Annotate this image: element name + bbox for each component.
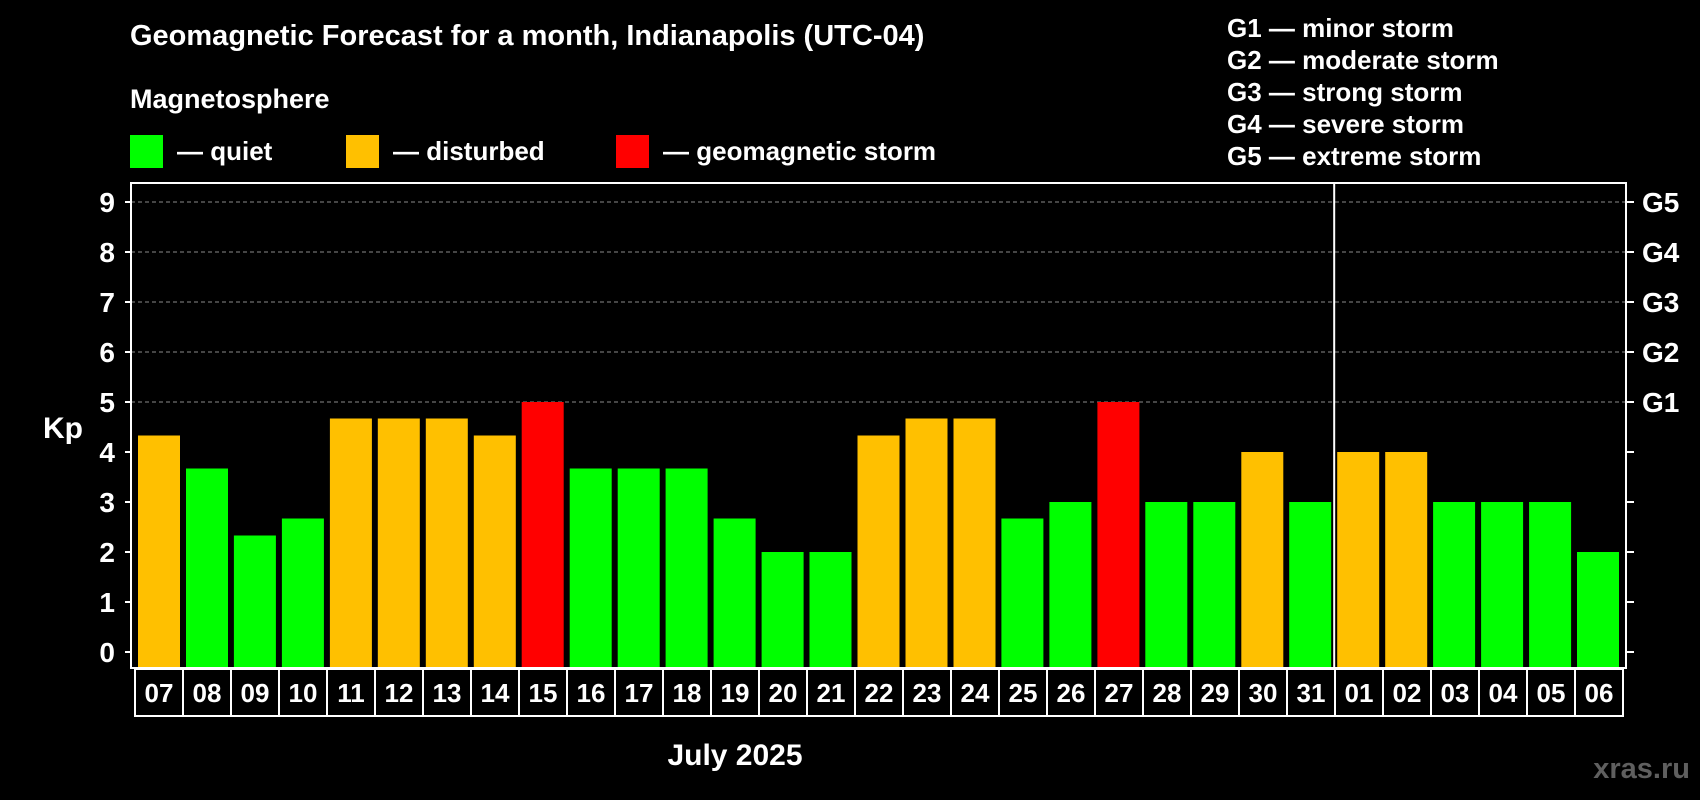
x-tick-label-14: 14	[481, 678, 510, 708]
bar-04	[1481, 502, 1524, 667]
bar-31	[1289, 502, 1332, 667]
x-tick-label-13: 13	[433, 678, 462, 708]
x-tick-label-02: 02	[1393, 678, 1422, 708]
x-tick-label-18: 18	[673, 678, 702, 708]
x-tick-label-10: 10	[289, 678, 318, 708]
y-tick-label-4: 4	[99, 437, 115, 468]
y-tick-label-9: 9	[99, 187, 115, 218]
legend-label-disturbed: — disturbed	[393, 135, 545, 166]
bar-18	[665, 468, 708, 667]
bar-20	[761, 552, 804, 667]
x-tick-label-15: 15	[529, 678, 558, 708]
x-tick-label-01: 01	[1345, 678, 1374, 708]
bar-02	[1385, 452, 1428, 667]
bar-19	[713, 518, 756, 667]
legend-item-storm: — geomagnetic storm	[616, 134, 936, 168]
x-tick-label-11: 11	[337, 678, 365, 708]
bar-16	[569, 468, 612, 667]
x-tick-label-06: 06	[1585, 678, 1614, 708]
x-tick-label-03: 03	[1441, 678, 1470, 708]
right-axis-label-g1: G1	[1642, 387, 1679, 418]
x-tick-label-31: 31	[1297, 678, 1326, 708]
y-tick-label-8: 8	[99, 237, 115, 268]
right-axis-label-g5: G5	[1642, 187, 1679, 218]
legend-label-storm: — geomagnetic storm	[663, 135, 937, 166]
legend-swatch-storm	[616, 134, 649, 168]
x-tick-label-27: 27	[1105, 678, 1134, 708]
bar-07	[138, 435, 180, 667]
bar-15	[521, 402, 564, 667]
date-axis-frame	[134, 668, 1624, 717]
x-tick-label-08: 08	[193, 678, 222, 708]
y-tick-label-1: 1	[99, 587, 115, 618]
bar-10	[281, 518, 324, 667]
g-scale-g2: G2 — moderate storm	[1227, 45, 1499, 75]
bar-30	[1241, 452, 1284, 667]
bar-05	[1529, 502, 1572, 667]
bar-26	[1049, 502, 1092, 667]
x-tick-label-21: 21	[817, 678, 846, 708]
x-tick-label-17: 17	[625, 678, 654, 708]
g-scale-g1: G1 — minor storm	[1227, 13, 1454, 43]
g-scale-g4: G4 — severe storm	[1227, 109, 1465, 139]
bar-28	[1145, 502, 1188, 667]
bar-17	[617, 468, 660, 667]
x-tick-label-24: 24	[961, 678, 990, 708]
x-tick-label-04: 04	[1489, 678, 1518, 708]
bar-01	[1337, 452, 1380, 667]
x-tick-label-16: 16	[577, 678, 606, 708]
bar-23	[905, 418, 948, 667]
x-tick-label-28: 28	[1153, 678, 1182, 708]
bar-27	[1097, 402, 1140, 667]
x-tick-label-05: 05	[1537, 678, 1566, 708]
x-tick-label-25: 25	[1009, 678, 1038, 708]
y-tick-label-6: 6	[99, 337, 115, 368]
chart-title: Geomagnetic Forecast for a month, Indian…	[130, 20, 925, 52]
bar-24	[953, 418, 996, 667]
legend-subtitle: Magnetosphere	[130, 84, 330, 114]
right-axis-label-g4: G4	[1642, 237, 1680, 268]
y-tick-label-5: 5	[99, 387, 115, 418]
y-tick-label-2: 2	[99, 537, 115, 568]
y-tick-label-3: 3	[99, 487, 115, 518]
x-tick-label-19: 19	[721, 678, 750, 708]
legend-swatch-disturbed	[346, 134, 379, 168]
x-tick-label-26: 26	[1057, 678, 1086, 708]
bar-11	[329, 418, 372, 667]
legend-item-disturbed: — disturbed	[346, 134, 545, 168]
x-tick-label-07: 07	[145, 678, 174, 708]
y-axis-label: Kp	[43, 412, 83, 445]
legend-label-quiet: — quiet	[177, 135, 273, 166]
bar-14	[473, 435, 516, 667]
bar-25	[1001, 518, 1044, 667]
x-tick-label-09: 09	[241, 678, 270, 708]
g-scale-g5: G5 — extreme storm	[1227, 141, 1482, 171]
bar-29	[1193, 502, 1236, 667]
bar-22	[857, 435, 900, 667]
x-tick-label-30: 30	[1249, 678, 1278, 708]
legend-item-quiet: — quiet	[130, 134, 272, 168]
x-tick-label-20: 20	[769, 678, 798, 708]
legend-swatch-quiet	[130, 134, 163, 168]
x-axis-label: July 2025	[667, 739, 802, 772]
x-tick-label-22: 22	[865, 678, 894, 708]
bar-03	[1433, 502, 1476, 667]
right-axis-label-g3: G3	[1642, 287, 1679, 318]
y-tick-label-7: 7	[99, 287, 115, 318]
g-scale-g3: G3 — strong storm	[1227, 77, 1463, 107]
x-tick-label-12: 12	[385, 678, 414, 708]
bar-12	[377, 418, 420, 667]
bar-21	[809, 552, 852, 667]
bar-09	[233, 535, 276, 667]
bar-06	[1577, 552, 1619, 667]
x-tick-label-29: 29	[1201, 678, 1230, 708]
bar-13	[425, 418, 468, 667]
x-tick-label-23: 23	[913, 678, 942, 708]
right-axis-label-g2: G2	[1642, 337, 1679, 368]
watermark: xras.ru	[1593, 753, 1690, 785]
y-tick-label-0: 0	[99, 637, 115, 668]
g-scale-legend: G1 — minor storm G2 — moderate storm G3 …	[1227, 12, 1499, 172]
bar-08	[186, 468, 228, 667]
